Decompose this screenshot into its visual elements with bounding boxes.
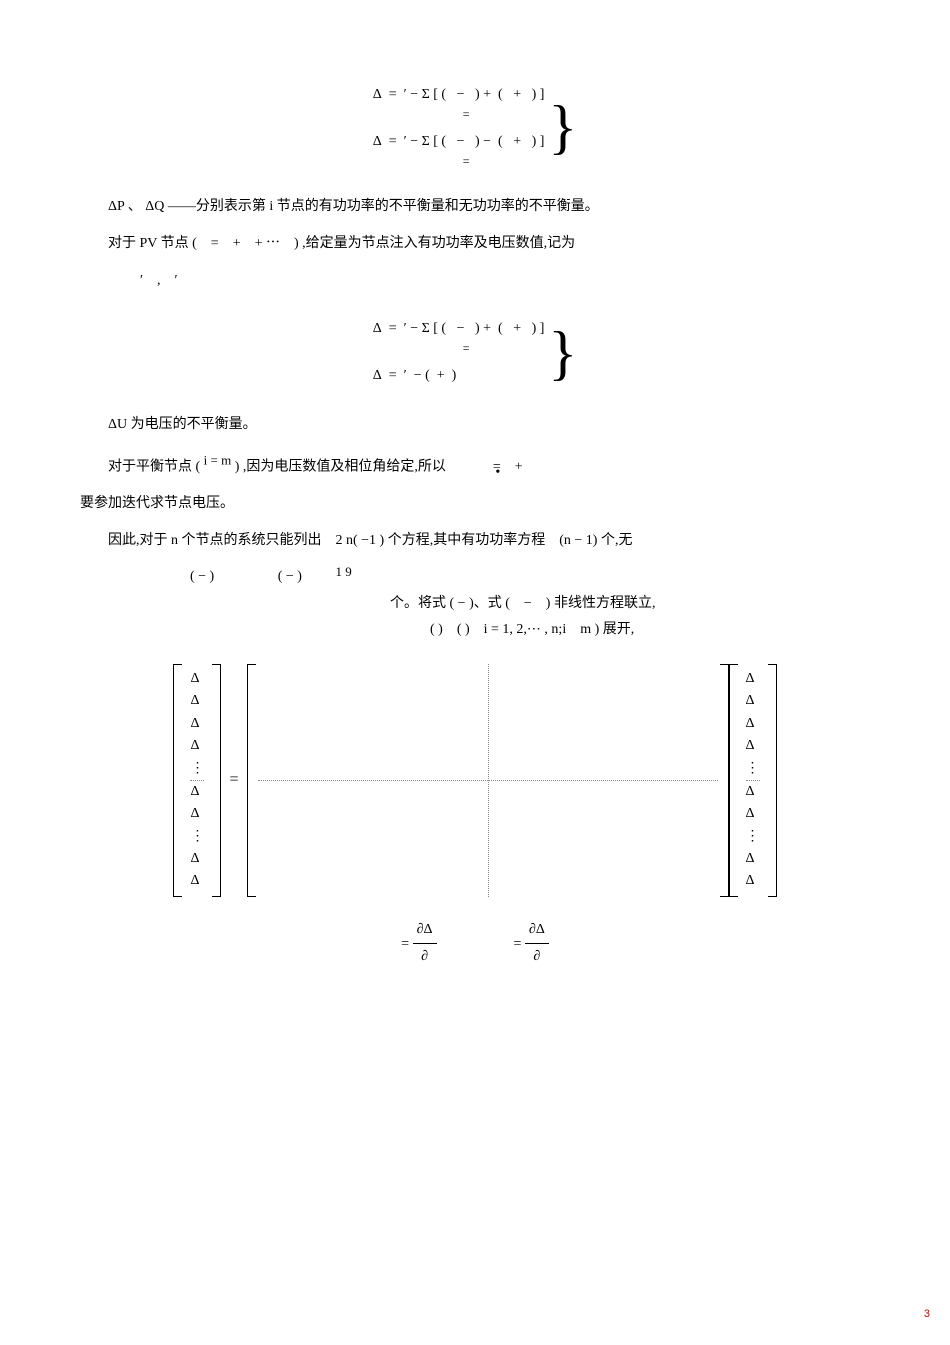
eq2-line2: Δ = ′ − ( + ) — [373, 361, 545, 392]
para-balance-node: 对于平衡节点 ( i = m ) ,因为电压数值及相位角给定,所以 • = + — [80, 449, 870, 481]
left-bracket-2 — [247, 664, 258, 897]
right-brace-2: } — [548, 323, 577, 383]
left-bracket-1 — [173, 664, 184, 897]
para-du: ΔU 为电压的不平衡量。 — [80, 412, 870, 439]
para-pv-primes: ′ , ′ — [140, 268, 870, 295]
right-vector: Δ Δ Δ Δ ⋮ Δ Δ ⋮ Δ Δ — [740, 664, 766, 897]
equation-block-1: Δ = ′ − Σ [ ( − ) + ( + ) ] = Δ = ′ − Σ … — [80, 80, 870, 174]
dot-accent: • — [467, 460, 500, 487]
jacobian-box — [258, 664, 718, 897]
left-vector: Δ Δ Δ Δ ⋮ Δ Δ ⋮ Δ Δ — [184, 664, 210, 897]
para-balance-cont: 要参加迭代求节点电压。 — [80, 491, 870, 518]
para-2n-1: 因此,对于 n 个节点的系统只能列出 2 n( −1 ) 个方程,其中有功功率方… — [80, 528, 870, 555]
eq1-line2: Δ = ′ − Σ [ ( − ) − ( + ) ] — [373, 127, 545, 158]
para-pv-node: 对于 PV 节点 ( = + + ⋯ ) ,给定量为节点注入有功功率及电压数值,… — [80, 231, 870, 258]
eq2-line1: Δ = ′ − Σ [ ( − ) + ( + ) ] — [373, 314, 545, 345]
right-bracket-2 — [718, 664, 729, 897]
right-bracket-3 — [766, 664, 777, 897]
right-bracket-1 — [210, 664, 221, 897]
jacobian-matrix-eq: Δ Δ Δ Δ ⋮ Δ Δ ⋮ Δ Δ = Δ Δ Δ Δ ⋮ Δ Δ ⋮ Δ … — [80, 664, 870, 897]
equals-sign: = — [221, 664, 246, 897]
right-brace-1: } — [548, 97, 577, 157]
left-bracket-3 — [729, 664, 740, 897]
para-nonlinear: ( − ) ( − ) 1 9 个。将式 ( − )、式 ( − ) 非线性方程… — [190, 564, 870, 644]
partial-derivatives: = ∂Δ ∂ = ∂Δ ∂ — [80, 917, 870, 971]
page-number: 3 — [924, 1304, 930, 1325]
para-dp-dq: ΔP 、 ΔQ ——分别表示第 i 节点的有功功率的不平衡量和无功功率的不平衡量… — [80, 194, 870, 221]
equation-block-2: Δ = ′ − Σ [ ( − ) + ( + ) ] = Δ = ′ − ( … — [80, 314, 870, 392]
eq1-line1: Δ = ′ − Σ [ ( − ) + ( + ) ] — [373, 80, 545, 111]
